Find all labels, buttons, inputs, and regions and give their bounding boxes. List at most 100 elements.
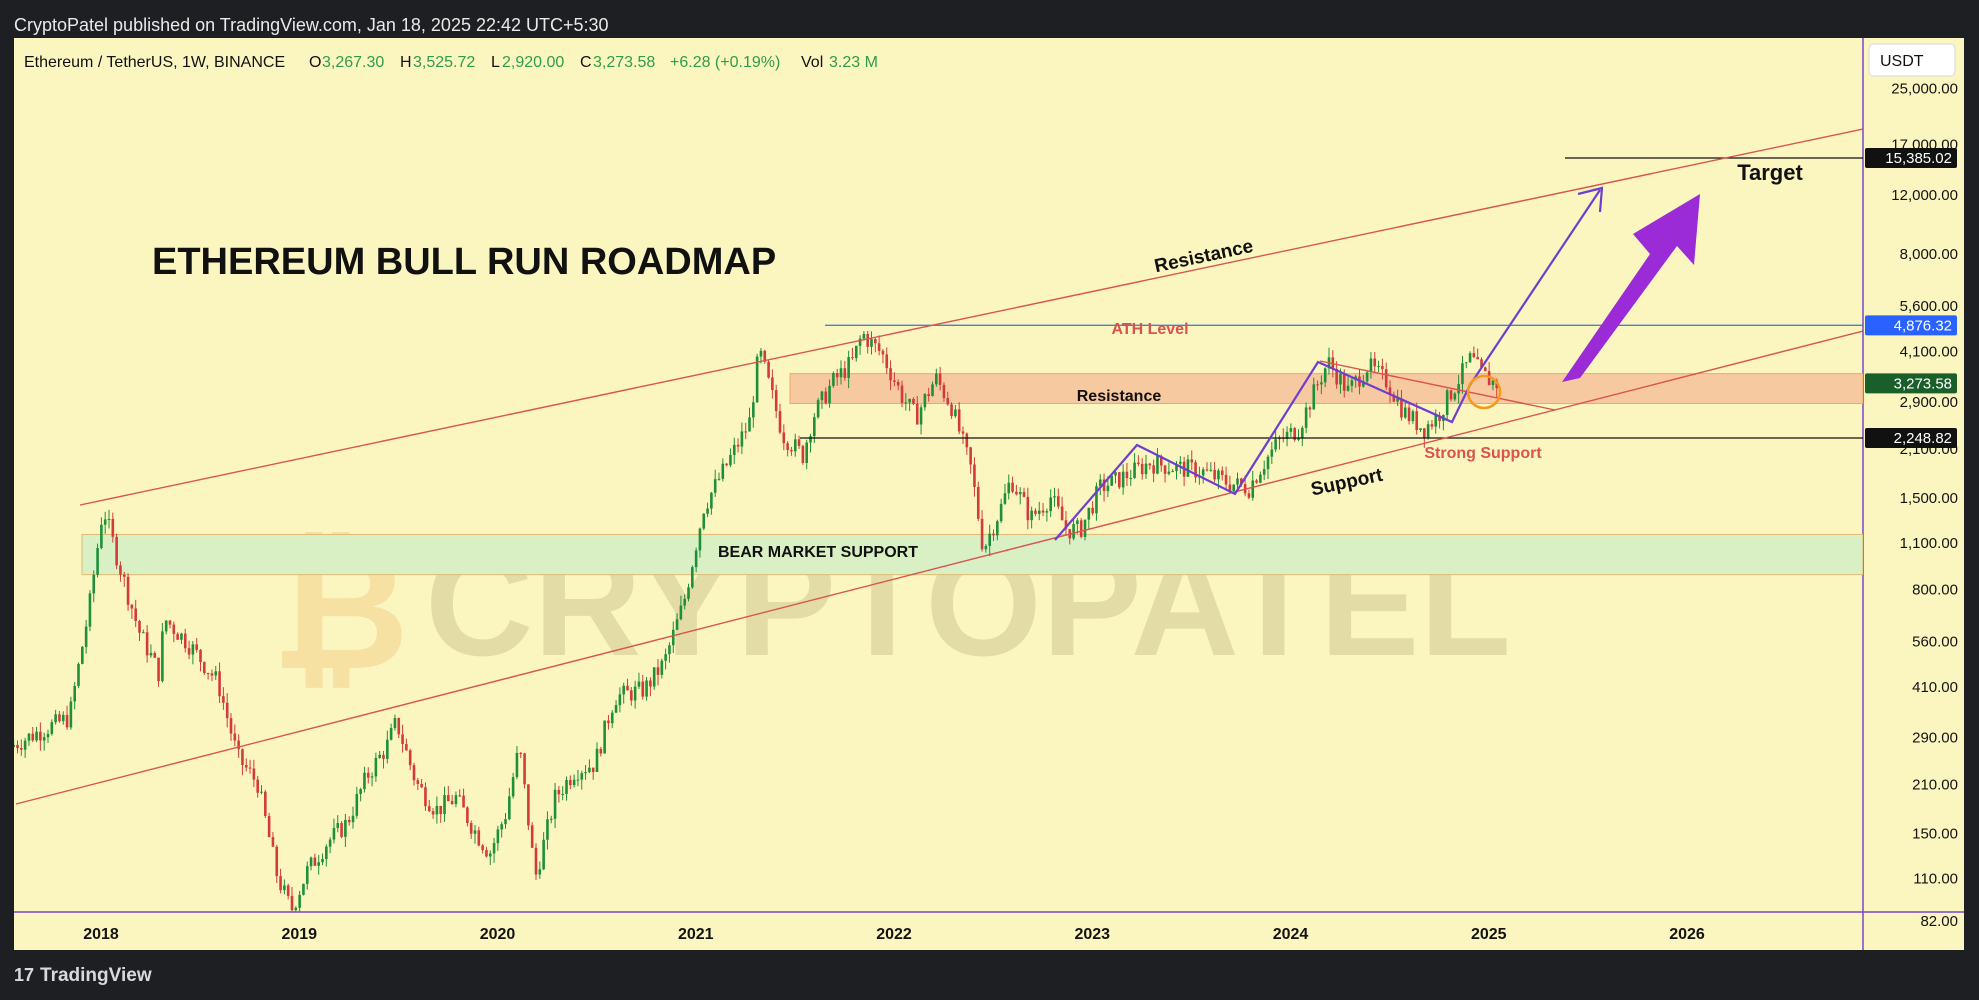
candle-body [1167, 471, 1171, 474]
time-axis-labels: 2018 2019 2020 2021 2022 2023 2024 2025 2026 [83, 926, 1705, 943]
candle-body [1415, 411, 1418, 431]
candle-body [332, 827, 336, 840]
candle-body [511, 777, 515, 797]
time-axis[interactable] [14, 912, 1964, 950]
candle-body [1369, 358, 1373, 373]
candle-body [1057, 496, 1060, 507]
candle-body [1079, 520, 1083, 537]
candle-body [256, 779, 259, 793]
candle-body [1125, 471, 1129, 479]
candle-body [1236, 478, 1239, 485]
candle-body [88, 593, 92, 627]
candle-body [675, 619, 679, 630]
candle-body [366, 772, 370, 778]
candle-body [790, 449, 793, 452]
candle-body [279, 876, 282, 891]
candlestick-series [14, 330, 1499, 912]
legend-change: +6.28 (+0.19%) [670, 54, 780, 71]
candle-body [107, 518, 111, 520]
candle-body [504, 819, 507, 825]
candle-body [408, 750, 412, 766]
candle-body [809, 436, 812, 443]
candle-body [603, 720, 606, 754]
candle-body [580, 773, 584, 780]
candle-body [1274, 439, 1277, 450]
candle-body [439, 805, 442, 815]
candle-body [740, 431, 744, 447]
candle-body [176, 633, 179, 640]
price-chart[interactable]: ₿ CRYPTOPATEL ETHEREUM BULL RUN ROADMAP … [0, 0, 1979, 955]
candle-body [164, 620, 168, 632]
currency-button[interactable] [1868, 43, 1956, 77]
candle-body [290, 895, 294, 911]
candle-body [1384, 369, 1388, 388]
candle-body [477, 830, 481, 846]
candle-body [885, 354, 889, 369]
candle-body [1156, 456, 1159, 474]
candle-body [679, 605, 683, 620]
candle-body [61, 714, 65, 722]
tradingview-logo[interactable]: 17 TradingView [14, 965, 152, 987]
candle-body [1015, 491, 1018, 495]
candle-body [763, 350, 767, 362]
candle-body [1175, 463, 1178, 472]
candle-body [149, 652, 153, 656]
candle-body [641, 681, 645, 697]
candle-body [485, 850, 488, 857]
candle-body [27, 733, 31, 741]
candle-body [145, 632, 149, 656]
candle-body [1491, 380, 1495, 386]
candle-body [683, 598, 686, 606]
candle-body [73, 685, 76, 702]
candle-body [1487, 371, 1491, 386]
candle-body [1220, 470, 1224, 475]
candle-body [450, 801, 454, 805]
candle-body [557, 789, 561, 795]
candle-body [23, 740, 27, 750]
price-axis[interactable] [1863, 38, 1964, 912]
candle-body [1335, 368, 1338, 385]
channel-support-line [15, 330, 1863, 805]
candle-body [1419, 428, 1422, 431]
candle-body [187, 648, 191, 655]
candle-body [1285, 431, 1289, 439]
candle-body [877, 343, 881, 351]
candle-body [515, 752, 519, 778]
candle-body [702, 513, 706, 529]
candle-body [134, 608, 137, 622]
candle-body [46, 733, 50, 738]
price-tick-label: 210.00 [1912, 776, 1958, 793]
candle-body [847, 357, 850, 378]
candle-body [401, 734, 404, 744]
candle-body [1301, 427, 1304, 438]
target-label: Target [1737, 160, 1803, 185]
candle-body [1106, 485, 1110, 492]
candle-body [1304, 407, 1308, 428]
candle-body [416, 780, 420, 784]
candle-body [1041, 510, 1045, 513]
candle-body [96, 547, 99, 575]
candle-body [744, 431, 747, 433]
candle-body [222, 696, 225, 703]
candle-body [767, 361, 770, 378]
candle-body [626, 685, 629, 691]
candle-body [1083, 519, 1087, 537]
candle-body [1312, 384, 1316, 410]
candle-body [264, 791, 267, 816]
candle-body [42, 737, 46, 741]
candle-body [111, 518, 115, 537]
candle-body [267, 815, 271, 838]
candle-body [584, 772, 587, 774]
candle-body [1362, 381, 1365, 387]
candle-body [721, 463, 725, 479]
candle-body [1255, 480, 1258, 483]
candle-body [1445, 390, 1449, 415]
candle-body [973, 464, 976, 487]
legend-open: 3,267.30 [322, 54, 384, 71]
candle-body [488, 853, 492, 857]
candle-body [1037, 510, 1041, 514]
candle-body [900, 385, 904, 403]
price-badge-label: 15,385.02 [1885, 150, 1952, 167]
legend-symbol: Ethereum / TetherUS, 1W, BINANCE [24, 54, 285, 71]
candle-body [142, 632, 145, 634]
